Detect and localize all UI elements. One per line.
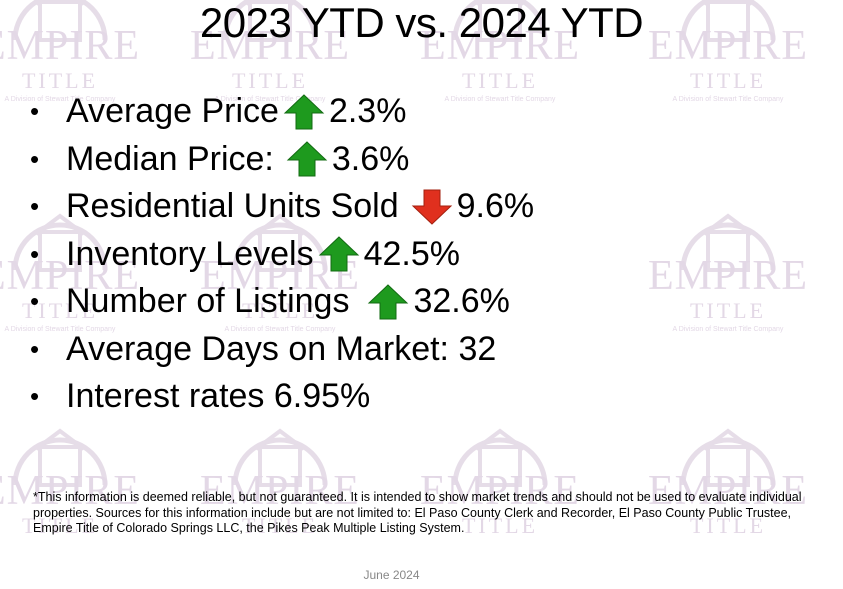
bullet-dot: • <box>30 238 40 269</box>
bullet-dot: • <box>30 381 40 412</box>
slide-date: June 2024 <box>363 568 420 582</box>
watermark-brand: EMPIRE <box>419 468 580 514</box>
arrow-up-icon <box>286 140 328 178</box>
bullet-value: 9.6% <box>456 187 535 226</box>
watermark-brand: EMPIRE <box>0 23 140 69</box>
house-icon <box>452 0 548 42</box>
arrow-down-icon <box>411 188 453 226</box>
bullet-dot: • <box>30 333 40 364</box>
watermark-logo: EMPIRE TITLE A Division of Stewart Title… <box>628 0 828 120</box>
bullet-inventory-levels: • Inventory Levels 42.5% <box>30 231 534 279</box>
watermark-brand: EMPIRE <box>0 468 140 514</box>
bullet-label: Number of Listings <box>66 282 350 321</box>
watermark-tag: A Division of Stewart Title Company <box>224 326 336 333</box>
watermark-sub: TITLE <box>689 513 767 538</box>
bullet-value: 42.5% <box>363 234 460 273</box>
bullet-value: 32.6% <box>413 282 510 321</box>
watermark-tag: A Division of Stewart Title Company <box>672 96 784 103</box>
watermark-logo: EMPIRE TITLE A Division of Stewart Title… <box>400 0 600 120</box>
house-icon <box>232 428 328 487</box>
watermark-sub: TITLE <box>241 298 319 323</box>
watermark-logo: EMPIRE TITLE <box>0 425 160 565</box>
bullet-interest-rates: • Interest rates 6.95% <box>30 373 534 421</box>
watermark-logo: EMPIRE TITLE <box>180 425 380 565</box>
bullet-dot: • <box>30 143 40 174</box>
bullet-dot: • <box>30 191 40 222</box>
arrow-up-icon <box>318 235 360 273</box>
watermark-tag: A Division of Stewart Title Company <box>214 96 326 103</box>
watermark-sub: TITLE <box>21 68 99 93</box>
watermark-brand: EMPIRE <box>0 253 140 299</box>
house-icon <box>222 0 318 42</box>
watermark-logo: EMPIRE TITLE A Division of Stewart Title… <box>0 210 160 350</box>
watermark-sub: TITLE <box>461 68 539 93</box>
watermark-logo: EMPIRE TITLE A Division of Stewart Title… <box>628 210 828 350</box>
bullet-label: Inventory Levels <box>66 234 314 273</box>
watermark-logo: EMPIRE TITLE <box>400 425 600 565</box>
bullet-value: 2.3% <box>328 92 407 131</box>
watermark-brand: EMPIRE <box>419 23 580 69</box>
watermark-sub: TITLE <box>231 68 309 93</box>
arrow-up-icon <box>283 93 325 131</box>
watermark-sub: TITLE <box>689 68 767 93</box>
house-icon <box>232 213 328 272</box>
bullet-list: • Average Price 2.3% • Median Price: 3.6… <box>30 88 534 421</box>
bullet-label: Residential Units Sold <box>66 187 399 226</box>
bullet-residential-units-sold: • Residential Units Sold 9.6% <box>30 183 534 231</box>
watermark-logo: EMPIRE TITLE A Division of Stewart Title… <box>180 210 380 350</box>
watermark-brand: EMPIRE <box>189 23 350 69</box>
watermark-sub: TITLE <box>241 513 319 538</box>
house-icon <box>12 213 108 272</box>
bullet-average-price: • Average Price 2.3% <box>30 88 534 136</box>
bullet-value: 3.6% <box>331 139 410 178</box>
bullet-number-of-listings: • Number of Listings 32.6% <box>30 278 534 326</box>
watermark-sub: TITLE <box>689 298 767 323</box>
bullet-median-price: • Median Price: 3.6% <box>30 136 534 184</box>
watermark-brand: EMPIRE <box>199 468 360 514</box>
watermark-brand: EMPIRE <box>647 468 808 514</box>
bullet-average-days-on-market: • Average Days on Market: 32 <box>30 326 534 374</box>
watermark-brand: EMPIRE <box>647 253 808 299</box>
watermark-logo: EMPIRE TITLE <box>628 425 828 565</box>
house-icon <box>680 0 776 42</box>
watermark-tag: A Division of Stewart Title Company <box>444 96 556 103</box>
house-icon <box>12 428 108 487</box>
house-icon <box>452 428 548 487</box>
bullet-dot: • <box>30 96 40 127</box>
slide-title: 2023 YTD vs. 2024 YTD <box>199 0 644 46</box>
bullet-label: Median Price: <box>66 139 274 178</box>
watermark-brand: EMPIRE <box>647 23 808 69</box>
watermark-tag: A Division of Stewart Title Company <box>4 326 116 333</box>
house-icon <box>680 213 776 272</box>
disclaimer-footnote: *This information is deemed reliable, bu… <box>33 490 802 535</box>
house-icon <box>12 0 108 42</box>
watermark-tag: A Division of Stewart Title Company <box>4 96 116 103</box>
arrow-up-icon <box>367 283 409 321</box>
bullet-dot: • <box>30 286 40 317</box>
watermark-sub: TITLE <box>21 298 99 323</box>
watermark-sub: TITLE <box>461 513 539 538</box>
bullet-label: Average Price <box>66 92 279 131</box>
watermark-logo: EMPIRE TITLE A Division of Stewart Title… <box>170 0 370 120</box>
watermark-logo: EMPIRE TITLE A Division of Stewart Title… <box>0 0 160 120</box>
bullet-label: Interest rates 6.95% <box>66 377 371 416</box>
house-icon <box>680 428 776 487</box>
watermark-sub: TITLE <box>21 513 99 538</box>
bullet-label: Average Days on Market: 32 <box>66 329 497 368</box>
watermark-tag: A Division of Stewart Title Company <box>672 326 784 333</box>
